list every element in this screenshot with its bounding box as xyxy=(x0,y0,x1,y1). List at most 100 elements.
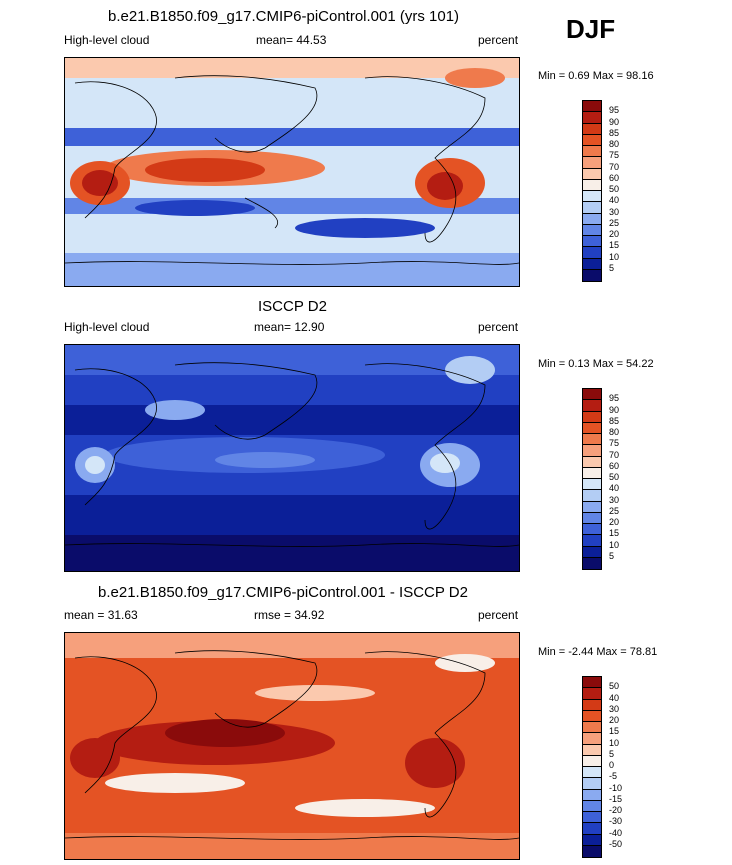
panel-3-minmax: Min = -2.44 Max = 78.81 xyxy=(538,646,658,658)
colorbar-segment xyxy=(583,812,601,824)
colorbar-tick-label: 5 xyxy=(609,748,615,759)
panel-1-title: b.e21.B1850.f09_g17.CMIP6-piControl.001 … xyxy=(108,8,460,25)
colorbar-tick-label: 75 xyxy=(609,438,620,449)
colorbar-tick-label: 5 xyxy=(609,262,615,273)
colorbar-segment xyxy=(583,247,601,259)
colorbar-tick-label: 60 xyxy=(609,172,620,183)
colorbar-tick-label: 85 xyxy=(609,127,620,138)
colorbar-tick-label: 20 xyxy=(609,715,620,725)
colorbar-segment xyxy=(583,269,601,281)
season-label: DJF xyxy=(566,14,616,44)
colorbar-segment xyxy=(583,800,601,812)
colorbar-segment xyxy=(583,778,601,790)
colorbar-segment xyxy=(583,400,601,412)
colorbar-segment xyxy=(583,722,601,734)
panel-1-minmax: Min = 0.69 Max = 98.16 xyxy=(538,70,654,82)
colorbar-tick-label: -50 xyxy=(609,838,623,849)
panel-3-rmse-label: rmse = 34.92 xyxy=(254,608,325,622)
colorbar-tick-label: 10 xyxy=(609,539,620,550)
colorbar-segment xyxy=(583,123,601,135)
colorbar-tick-label: 0 xyxy=(609,760,615,770)
colorbar-tick-label: -40 xyxy=(609,827,623,838)
colorbar-tick-label: 40 xyxy=(609,195,620,206)
colorbar-segment xyxy=(583,823,601,835)
colorbar-segment xyxy=(583,834,601,846)
colorbar-tick-label: 15 xyxy=(609,528,620,539)
colorbar-tick-label: 40 xyxy=(609,692,620,703)
panel-2-map-svg xyxy=(65,345,519,571)
colorbar-segment xyxy=(583,699,601,711)
colorbar-tick-label: 50 xyxy=(609,681,620,692)
panel-2-mean-label: mean= 12.90 xyxy=(254,320,325,334)
colorbar-tick-label: -20 xyxy=(609,805,623,815)
colorbar-tick-label: -10 xyxy=(609,782,623,793)
colorbar-tick-label: 25 xyxy=(609,217,620,228)
colorbar-tick-label: 50 xyxy=(609,472,620,482)
panel-3-units-label: percent xyxy=(478,608,519,622)
colorbar-tick-label: 90 xyxy=(609,404,620,415)
colorbar-tick-label: 20 xyxy=(609,229,620,239)
colorbar-segment xyxy=(583,733,601,745)
colorbar-segment xyxy=(583,710,601,722)
colorbar-segment xyxy=(583,434,601,446)
panel-1-variable-label: High-level cloud xyxy=(64,33,150,47)
colorbar-segment xyxy=(583,767,601,779)
colorbar-tick-label: 30 xyxy=(609,703,620,714)
colorbar-segment xyxy=(583,202,601,214)
colorbar-tick-label: 5 xyxy=(609,550,615,561)
colorbar-segment xyxy=(583,101,601,113)
colorbar-segment xyxy=(583,512,601,524)
colorbar-tick-label: 30 xyxy=(609,206,620,217)
colorbar-segment xyxy=(583,179,601,191)
colorbar-tick-label: 95 xyxy=(609,393,620,404)
colorbar-tick-label: 40 xyxy=(609,483,620,494)
colorbar-tick-label: 70 xyxy=(609,161,620,172)
colorbar-segment xyxy=(583,688,601,700)
colorbar-tick-label: 70 xyxy=(609,449,620,460)
panel-1-units-label: percent xyxy=(478,33,519,47)
panel-2-variable-label: High-level cloud xyxy=(64,320,150,334)
colorbar-segment xyxy=(583,213,601,225)
colorbar-segment xyxy=(583,258,601,270)
colorbar-segment xyxy=(583,146,601,158)
colorbar-tick-label: 80 xyxy=(609,139,620,149)
colorbar-segment xyxy=(583,236,601,248)
colorbar-segment xyxy=(583,677,601,689)
panel-2-colorbar xyxy=(582,388,602,570)
panel-1-map xyxy=(64,57,520,287)
colorbar-segment xyxy=(583,445,601,457)
colorbar-tick-label: 10 xyxy=(609,737,620,748)
colorbar-segment xyxy=(583,490,601,502)
colorbar-segment xyxy=(583,755,601,767)
colorbar-tick-label: 75 xyxy=(609,150,620,161)
colorbar-tick-label: 15 xyxy=(609,240,620,251)
colorbar-segment xyxy=(583,456,601,468)
panel-2-map xyxy=(64,344,520,572)
colorbar-tick-label: 95 xyxy=(609,105,620,116)
colorbar-segment xyxy=(583,467,601,479)
colorbar-segment xyxy=(583,479,601,491)
colorbar-segment xyxy=(583,501,601,513)
colorbar-segment xyxy=(583,224,601,236)
panel-1-map-svg xyxy=(65,58,519,286)
panel-2-units-label: percent xyxy=(478,320,519,334)
panel-3-mean-label: mean = 31.63 xyxy=(64,608,138,622)
panel-2-title: ISCCP D2 xyxy=(258,298,327,315)
colorbar-segment xyxy=(583,411,601,423)
colorbar-segment xyxy=(583,845,601,857)
colorbar-tick-label: 60 xyxy=(609,460,620,471)
colorbar-segment xyxy=(583,535,601,547)
colorbar-tick-label: 85 xyxy=(609,415,620,426)
colorbar-segment xyxy=(583,134,601,146)
panel-3-map xyxy=(64,632,520,860)
colorbar-tick-label: 30 xyxy=(609,494,620,505)
panel-1-mean-label: mean= 44.53 xyxy=(256,33,327,47)
panel-3-colorbar xyxy=(582,676,602,858)
colorbar-tick-label: 80 xyxy=(609,427,620,437)
panel-1-colorbar xyxy=(582,100,602,282)
colorbar-tick-label: 50 xyxy=(609,184,620,194)
colorbar-segment xyxy=(583,744,601,756)
colorbar-segment xyxy=(583,546,601,558)
colorbar-segment xyxy=(583,389,601,401)
panel-3-map-svg xyxy=(65,633,519,859)
